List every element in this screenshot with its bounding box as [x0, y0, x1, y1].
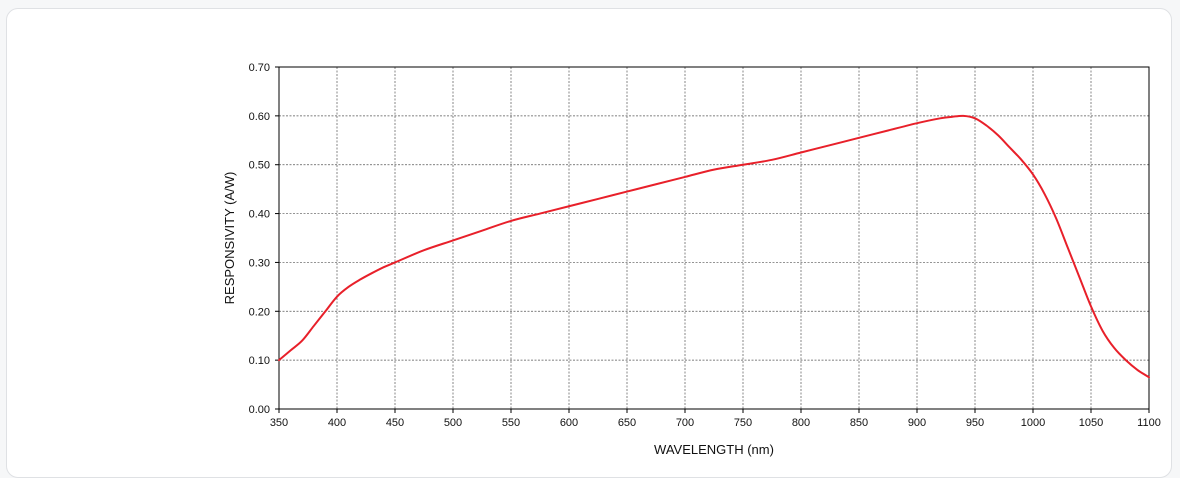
x-tick-label: 900	[908, 417, 926, 429]
x-tick-label: 400	[328, 417, 346, 429]
y-tick-label: 0.10	[249, 355, 270, 367]
y-tick-label: 0.00	[249, 404, 270, 416]
chart-card	[6, 8, 1172, 478]
axis-ticks	[275, 66, 1150, 413]
x-tick-label: 450	[386, 417, 404, 429]
x-tick-label: 1000	[1021, 417, 1045, 429]
y-tick-label: 0.50	[249, 160, 270, 172]
responsivity-curve	[278, 114, 1150, 379]
x-axis-tick-labels: 350 400 450 500 550 600 650 700 750 800 850 900 950 1…	[270, 417, 1161, 429]
x-axis-title: WAVELENGTH (nm)	[654, 442, 774, 457]
x-tick-label: 1100	[1137, 417, 1161, 429]
x-tick-label: 1050	[1079, 417, 1103, 429]
x-tick-label: 950	[966, 417, 984, 429]
x-tick-label: 600	[560, 417, 578, 429]
x-tick-label: 350	[270, 417, 288, 429]
x-tick-label: 750	[734, 417, 752, 429]
grid	[279, 67, 1149, 409]
x-tick-label: 650	[618, 417, 636, 429]
y-tick-label: 0.30	[249, 257, 270, 269]
y-tick-label: 0.60	[249, 111, 270, 123]
y-axis-title: RESPONSIVITY (A/W)	[222, 172, 237, 305]
x-tick-label: 800	[792, 417, 810, 429]
x-tick-label: 550	[502, 417, 520, 429]
y-tick-label: 0.40	[249, 209, 270, 221]
y-tick-label: 0.70	[249, 62, 270, 74]
y-tick-label: 0.20	[249, 306, 270, 318]
x-tick-label: 700	[676, 417, 694, 429]
x-tick-label: 500	[444, 417, 462, 429]
y-axis-tick-labels: 0.00 0.10 0.20 0.30 0.40 0.50 0.60 0.70	[249, 62, 270, 416]
x-tick-label: 850	[850, 417, 868, 429]
plot-area-frame	[278, 66, 1150, 410]
